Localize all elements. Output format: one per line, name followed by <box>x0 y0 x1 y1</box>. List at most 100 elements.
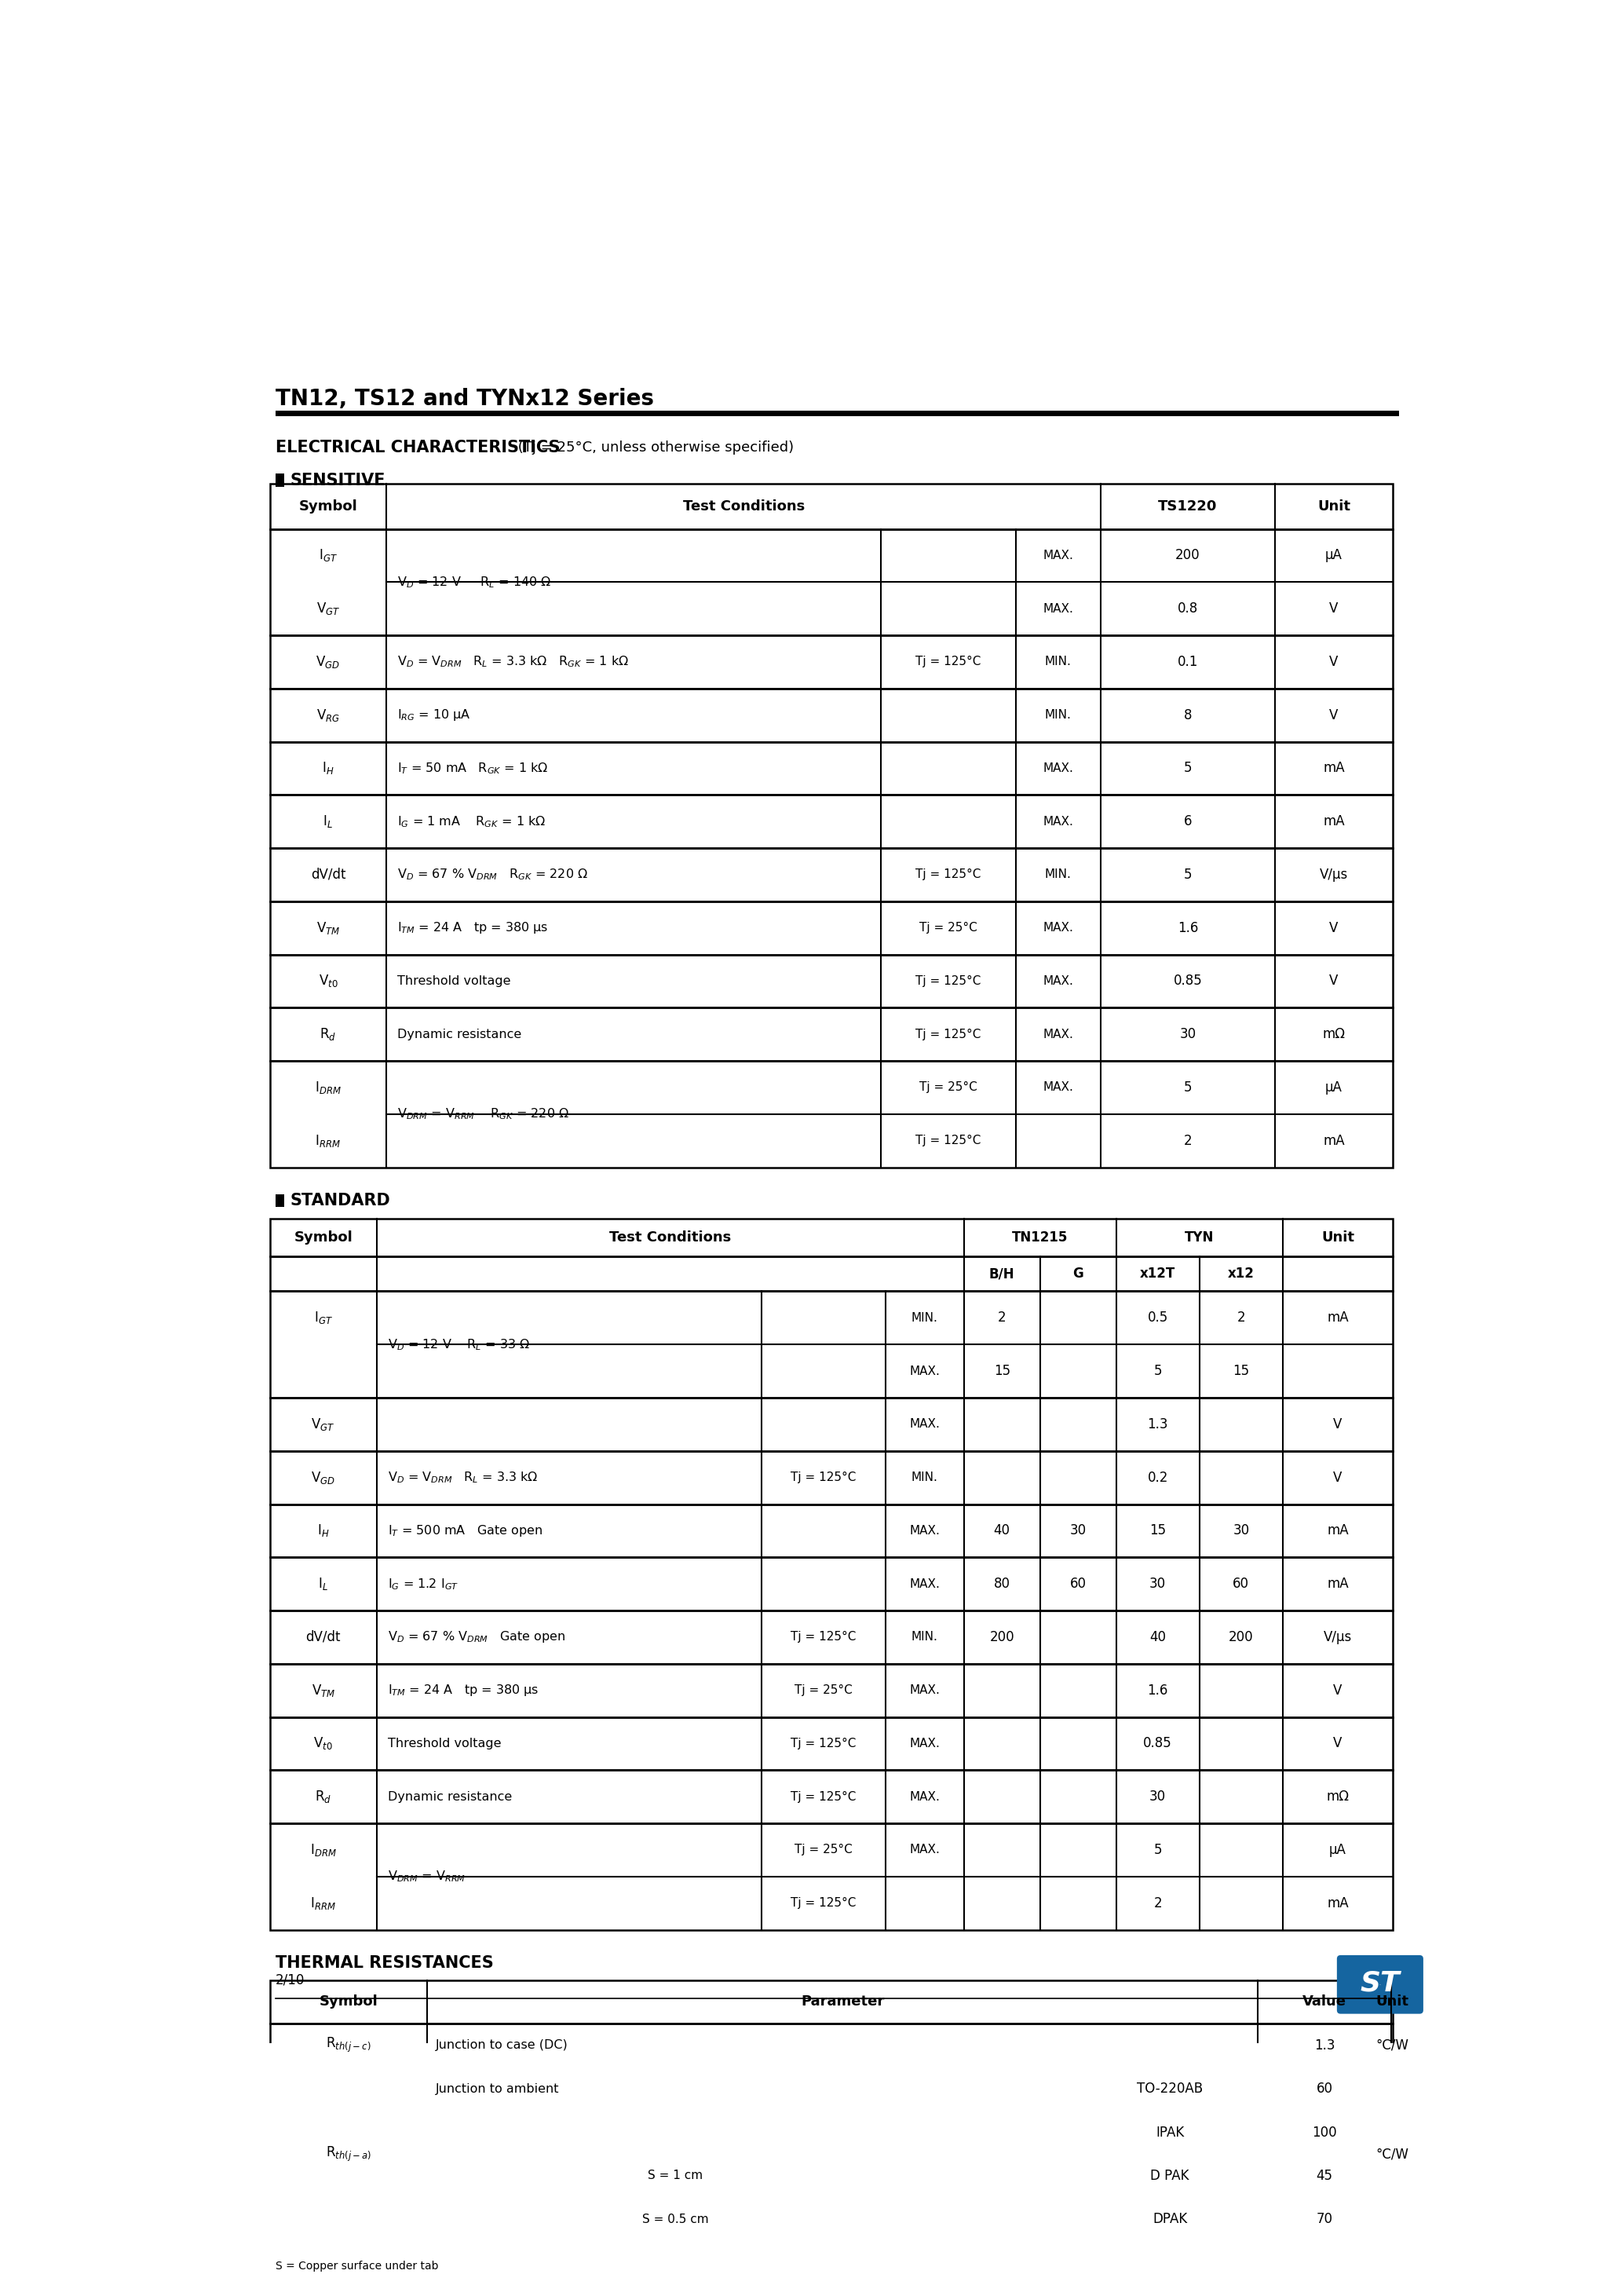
Text: I$_{RRM}$: I$_{RRM}$ <box>315 1132 341 1148</box>
Text: V$_{DRM}$ = V$_{RRM}$    R$_{GK}$ = 220 Ω: V$_{DRM}$ = V$_{RRM}$ R$_{GK}$ = 220 Ω <box>397 1107 569 1120</box>
Text: V$_D$ = V$_{DRM}$   R$_L$ = 3.3 kΩ   R$_{GK}$ = 1 kΩ: V$_D$ = V$_{DRM}$ R$_L$ = 3.3 kΩ R$_{GK}… <box>397 654 629 668</box>
Text: Tj = 125°C: Tj = 125°C <box>792 1896 856 1908</box>
Text: MAX.: MAX. <box>1043 604 1074 615</box>
Text: 45: 45 <box>1315 2170 1333 2183</box>
Bar <box>269 1665 1393 1717</box>
Text: 60: 60 <box>1233 1577 1249 1591</box>
Text: V$_D$ = V$_{DRM}$   R$_L$ = 3.3 kΩ: V$_D$ = V$_{DRM}$ R$_L$ = 3.3 kΩ <box>388 1469 539 1486</box>
Text: Tj = 125°C: Tj = 125°C <box>792 1630 856 1644</box>
Text: I$_{TM}$ = 24 A   tp = 380 μs: I$_{TM}$ = 24 A tp = 380 μs <box>397 921 548 934</box>
Bar <box>269 1256 1393 1290</box>
Bar <box>269 902 1393 955</box>
Text: MAX.: MAX. <box>1043 815 1074 827</box>
Text: mΩ: mΩ <box>1322 1026 1345 1042</box>
Text: 1.3: 1.3 <box>1314 2039 1335 2053</box>
Text: 2: 2 <box>998 1311 1006 1325</box>
Text: Tj = 125°C: Tj = 125°C <box>792 1791 856 1802</box>
Bar <box>269 794 1393 847</box>
Bar <box>269 742 1393 794</box>
Text: V$_{TM}$: V$_{TM}$ <box>316 921 341 937</box>
Text: V/μs: V/μs <box>1324 1630 1353 1644</box>
Bar <box>269 1609 1393 1665</box>
Text: I$_{GT}$: I$_{GT}$ <box>313 1311 333 1325</box>
Text: 5: 5 <box>1153 1364 1161 1378</box>
Text: 200: 200 <box>989 1630 1014 1644</box>
Text: G: G <box>1072 1267 1083 1281</box>
Text: Tj = 25°C: Tj = 25°C <box>920 923 978 934</box>
Text: V: V <box>1333 1469 1343 1486</box>
Text: Unit: Unit <box>1375 1995 1408 2009</box>
Text: mA: mA <box>1327 1577 1348 1591</box>
Text: 0.85: 0.85 <box>1144 1736 1173 1750</box>
Text: 1.3: 1.3 <box>1147 1417 1168 1430</box>
Text: V$_{RG}$: V$_{RG}$ <box>316 707 341 723</box>
Text: V$_D$ = 67 % V$_{DRM}$   Gate open: V$_D$ = 67 % V$_{DRM}$ Gate open <box>388 1630 566 1644</box>
Text: Tj = 125°C: Tj = 125°C <box>916 1134 981 1146</box>
Text: mA: mA <box>1327 1525 1348 1538</box>
Text: V$_D$ = 67 % V$_{DRM}$   R$_{GK}$ = 220 Ω: V$_D$ = 67 % V$_{DRM}$ R$_{GK}$ = 220 Ω <box>397 868 589 882</box>
Text: I$_H$: I$_H$ <box>323 760 334 776</box>
Text: Tj = 125°C: Tj = 125°C <box>916 868 981 882</box>
Text: MAX.: MAX. <box>910 1525 939 1536</box>
Text: Threshold voltage: Threshold voltage <box>397 976 511 987</box>
Bar <box>269 528 1393 636</box>
Bar <box>276 411 1398 416</box>
Text: MIN.: MIN. <box>1045 657 1072 668</box>
Text: V: V <box>1333 1736 1343 1750</box>
Bar <box>269 2066 1393 2241</box>
Text: Tj = 125°C: Tj = 125°C <box>916 1029 981 1040</box>
Text: MIN.: MIN. <box>912 1311 938 1325</box>
Text: V: V <box>1330 921 1338 934</box>
Text: MIN.: MIN. <box>1045 709 1072 721</box>
Text: 1.6: 1.6 <box>1147 1683 1168 1697</box>
Text: 2: 2 <box>1184 1134 1192 1148</box>
Text: 6: 6 <box>1184 815 1192 829</box>
Text: V: V <box>1333 1417 1343 1430</box>
Text: MAX.: MAX. <box>910 1685 939 1697</box>
Text: Dynamic resistance: Dynamic resistance <box>397 1029 522 1040</box>
Text: Parameter: Parameter <box>801 1995 884 2009</box>
Text: Tj = 25°C: Tj = 25°C <box>795 1844 853 1855</box>
Text: Junction to case (DC): Junction to case (DC) <box>436 2039 568 2050</box>
Bar <box>269 1717 1393 1770</box>
Text: I$_{DRM}$: I$_{DRM}$ <box>315 1079 341 1095</box>
Text: 30: 30 <box>1150 1577 1166 1591</box>
Text: V: V <box>1333 1683 1343 1697</box>
Text: 0.8: 0.8 <box>1178 602 1199 615</box>
Text: 100: 100 <box>1312 2126 1337 2140</box>
Bar <box>269 955 1393 1008</box>
Text: MIN.: MIN. <box>912 1472 938 1483</box>
Text: R$_{th(j-a)}$: R$_{th(j-a)}$ <box>326 2144 371 2163</box>
Text: 80: 80 <box>994 1577 1011 1591</box>
Text: V$_D$ = 12 V     R$_L$ = 140 Ω: V$_D$ = 12 V R$_L$ = 140 Ω <box>397 574 551 590</box>
Text: 200: 200 <box>1176 549 1200 563</box>
Text: Symbol: Symbol <box>298 498 357 514</box>
Text: I$_{RG}$ = 10 μA: I$_{RG}$ = 10 μA <box>397 707 470 723</box>
Text: 5: 5 <box>1184 1081 1192 1095</box>
Text: Test Conditions: Test Conditions <box>683 498 805 514</box>
Text: 2: 2 <box>1153 1896 1161 1910</box>
Text: Junction to ambient: Junction to ambient <box>436 2082 560 2094</box>
Text: Tj = 125°C: Tj = 125°C <box>792 1472 856 1483</box>
Text: V/μs: V/μs <box>1320 868 1348 882</box>
Text: Threshold voltage: Threshold voltage <box>388 1738 501 1750</box>
Text: Symbol: Symbol <box>320 1995 378 2009</box>
Text: D PAK: D PAK <box>1150 2170 1189 2183</box>
Text: V$_{GT}$: V$_{GT}$ <box>316 602 341 618</box>
Text: ST: ST <box>1361 1970 1400 1998</box>
Bar <box>269 847 1393 902</box>
Bar <box>269 1979 1393 2023</box>
Bar <box>269 1061 1393 1166</box>
Text: MAX.: MAX. <box>1043 976 1074 987</box>
Bar <box>269 636 1393 689</box>
Text: 70: 70 <box>1315 2213 1333 2227</box>
Bar <box>269 1504 1393 1557</box>
Text: MAX.: MAX. <box>1043 549 1074 560</box>
Text: V: V <box>1330 974 1338 987</box>
Text: Tj = 25°C: Tj = 25°C <box>795 1685 853 1697</box>
Text: 5: 5 <box>1153 1844 1161 1857</box>
Text: 30: 30 <box>1179 1026 1195 1042</box>
Text: V$_{t0}$: V$_{t0}$ <box>313 1736 333 1752</box>
FancyBboxPatch shape <box>1337 1956 1422 2014</box>
Text: μA: μA <box>1325 549 1343 563</box>
